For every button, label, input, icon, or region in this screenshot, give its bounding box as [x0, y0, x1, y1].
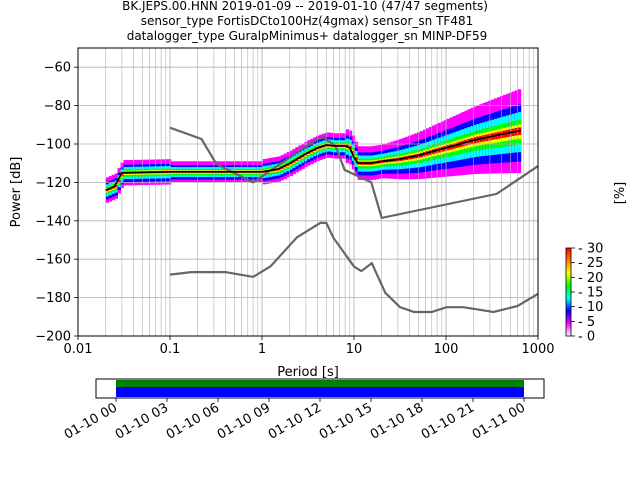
title-line-3: datalogger_type GuralpMinimus+ datalogge… — [127, 29, 488, 43]
colorbar-tick-label: - 30 — [578, 242, 603, 257]
nhnm-line — [169, 126, 539, 220]
colorbar-tick-label: - 25 — [578, 256, 603, 271]
y-tick-label: −100 — [35, 138, 71, 153]
colorbar-tick-label: - 20 — [578, 271, 603, 286]
timeline-processed-bar — [116, 387, 524, 397]
density-cell — [354, 157, 359, 161]
x-tick-label: 100 — [434, 342, 459, 357]
timeline-tick-label: 01-10 15 — [317, 400, 375, 442]
density-cell — [298, 156, 302, 160]
timeline-tick-label: 01-10 12 — [266, 400, 324, 442]
mean-line-layer — [105, 129, 521, 191]
density-cell — [295, 158, 299, 161]
y-axis-label: Power [dB] — [9, 157, 24, 228]
mean-line — [105, 129, 521, 191]
x-tick-label: 1000 — [521, 342, 554, 357]
density-cell — [120, 174, 124, 177]
noise-model-lines — [169, 126, 539, 314]
x-tick-label: 10 — [346, 342, 363, 357]
y-tick-label: −180 — [35, 291, 71, 306]
colorbar-ticks: - 0- 5- 10- 15- 20- 25- 30 — [571, 242, 603, 345]
x-axis-ticks: 0.01 0.1 1 10 100 1000 — [64, 336, 555, 357]
density-cell — [351, 150, 356, 154]
timeline-tick-label: 01-11 00 — [470, 400, 528, 442]
colorbar-tick-label: - 0 — [578, 330, 595, 345]
colorbar-label: [%] — [613, 182, 628, 205]
y-tick-label: −120 — [35, 176, 71, 191]
density-cell — [301, 155, 305, 158]
colorbar-gradient — [565, 247, 572, 337]
title-line-1: BK.JEPS.00.HNN 2019-01-09 -- 2019-01-10 … — [122, 0, 488, 13]
plot-grid — [77, 48, 538, 337]
density-cell — [117, 179, 121, 182]
ppsd-plot: 0.01 0.1 1 10 100 1000 −200 −180 −160 −140 −120 −1… — [9, 47, 555, 380]
y-tick-label: −140 — [35, 214, 71, 229]
colorbar: - 0- 5- 10- 15- 20- 25- 30 [%] — [565, 182, 628, 345]
timeline-tick-label: 01-10 03 — [113, 400, 171, 442]
y-axis-ticks: −200 −180 −160 −140 −120 −100 −80 −60 — [35, 61, 78, 345]
timeline-tick-label: 01-10 21 — [419, 400, 477, 442]
colorbar-tick-label: - 15 — [578, 286, 603, 301]
density-cell — [292, 160, 296, 163]
nlnm-line — [169, 221, 539, 314]
y-tick-label: −160 — [35, 253, 71, 268]
y-tick-label: −60 — [44, 61, 71, 76]
x-tick-label: 1 — [258, 342, 266, 357]
x-axis-label: Period [s] — [277, 365, 339, 380]
plot-frame — [77, 47, 539, 337]
timeline-tick-label: 01-10 18 — [368, 400, 426, 442]
x-tick-label: 0.01 — [64, 342, 93, 357]
timeline-tick-label: 01-10 06 — [164, 400, 222, 442]
timeline-tick-label: 01-10 00 — [62, 400, 120, 442]
density-cell — [114, 185, 118, 188]
timeline-tick-label: 01-10 09 — [215, 400, 273, 442]
x-tick-label: 0.1 — [160, 342, 181, 357]
y-tick-label: −200 — [35, 330, 71, 345]
density-cell — [289, 162, 293, 165]
colorbar-tick-label: - 10 — [578, 300, 603, 315]
title-line-2: sensor_type FortisDCto100Hz(4gmax) senso… — [141, 14, 473, 28]
timeline-data-bar — [116, 380, 524, 387]
ppsd-density-layer — [105, 89, 522, 203]
y-tick-label: −80 — [44, 99, 71, 114]
colorbar-tick-label: - 5 — [578, 315, 595, 330]
